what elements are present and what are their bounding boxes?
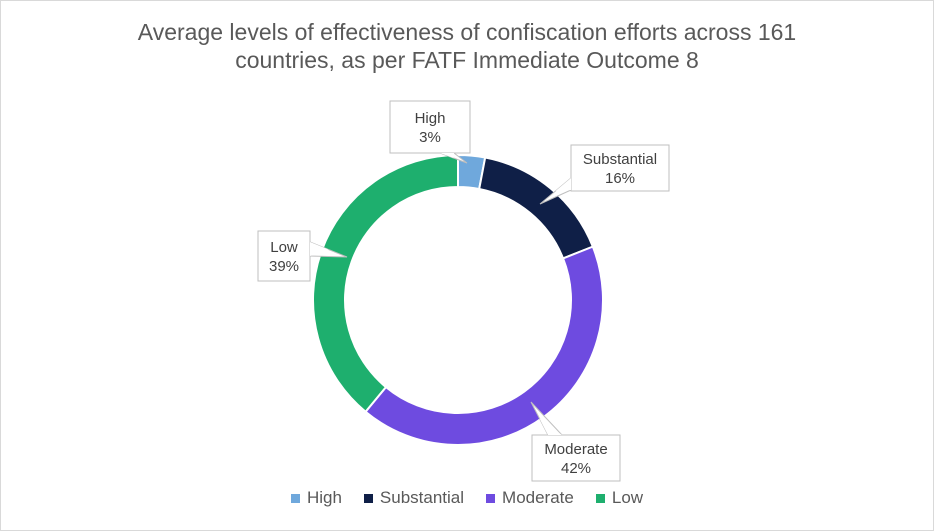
chart-title-line-1: Average levels of effectiveness of confi…	[137, 19, 797, 45]
data-label-category: Substantial	[583, 151, 657, 168]
data-label-category: Low	[270, 239, 298, 256]
legend-swatch	[290, 493, 300, 503]
chart-title-line-2: countries, as per FATF Immediate Outcome…	[235, 47, 699, 73]
data-label-value: 39%	[269, 258, 299, 275]
legend-label: Low	[611, 488, 644, 507]
data-label-category: Moderate	[544, 441, 607, 458]
legend-item-high: High	[290, 488, 342, 508]
legend-label: Substantial	[379, 488, 465, 507]
data-label-category: High	[415, 110, 446, 127]
chart-legend: High Substantial Moderate Low	[0, 488, 934, 508]
legend-swatch	[486, 493, 496, 503]
data-label-moderate: Moderate 42%	[530, 401, 621, 482]
legend-swatch	[595, 493, 605, 503]
donut-slice-moderate	[364, 245, 604, 446]
data-label-box	[531, 434, 621, 482]
chart-title: Average levels of effectiveness of confi…	[40, 18, 894, 74]
data-label-high: High 3%	[389, 100, 471, 164]
legend-item-moderate: Moderate	[486, 488, 574, 508]
legend-item-substantial: Substantial	[363, 488, 465, 508]
data-label-value: 16%	[605, 170, 635, 187]
data-label-box	[389, 100, 471, 154]
legend-swatch	[363, 493, 373, 503]
legend-item-low: Low	[595, 488, 644, 508]
donut-slice-low	[312, 153, 459, 414]
data-label-box	[570, 144, 670, 192]
legend-label: High	[306, 488, 342, 507]
data-label-value: 42%	[561, 460, 591, 477]
data-label-substantial: Substantial 16%	[539, 144, 670, 205]
legend-label: Moderate	[502, 488, 574, 507]
data-label-low: Low 39%	[257, 230, 348, 282]
data-label-value: 3%	[419, 129, 441, 146]
